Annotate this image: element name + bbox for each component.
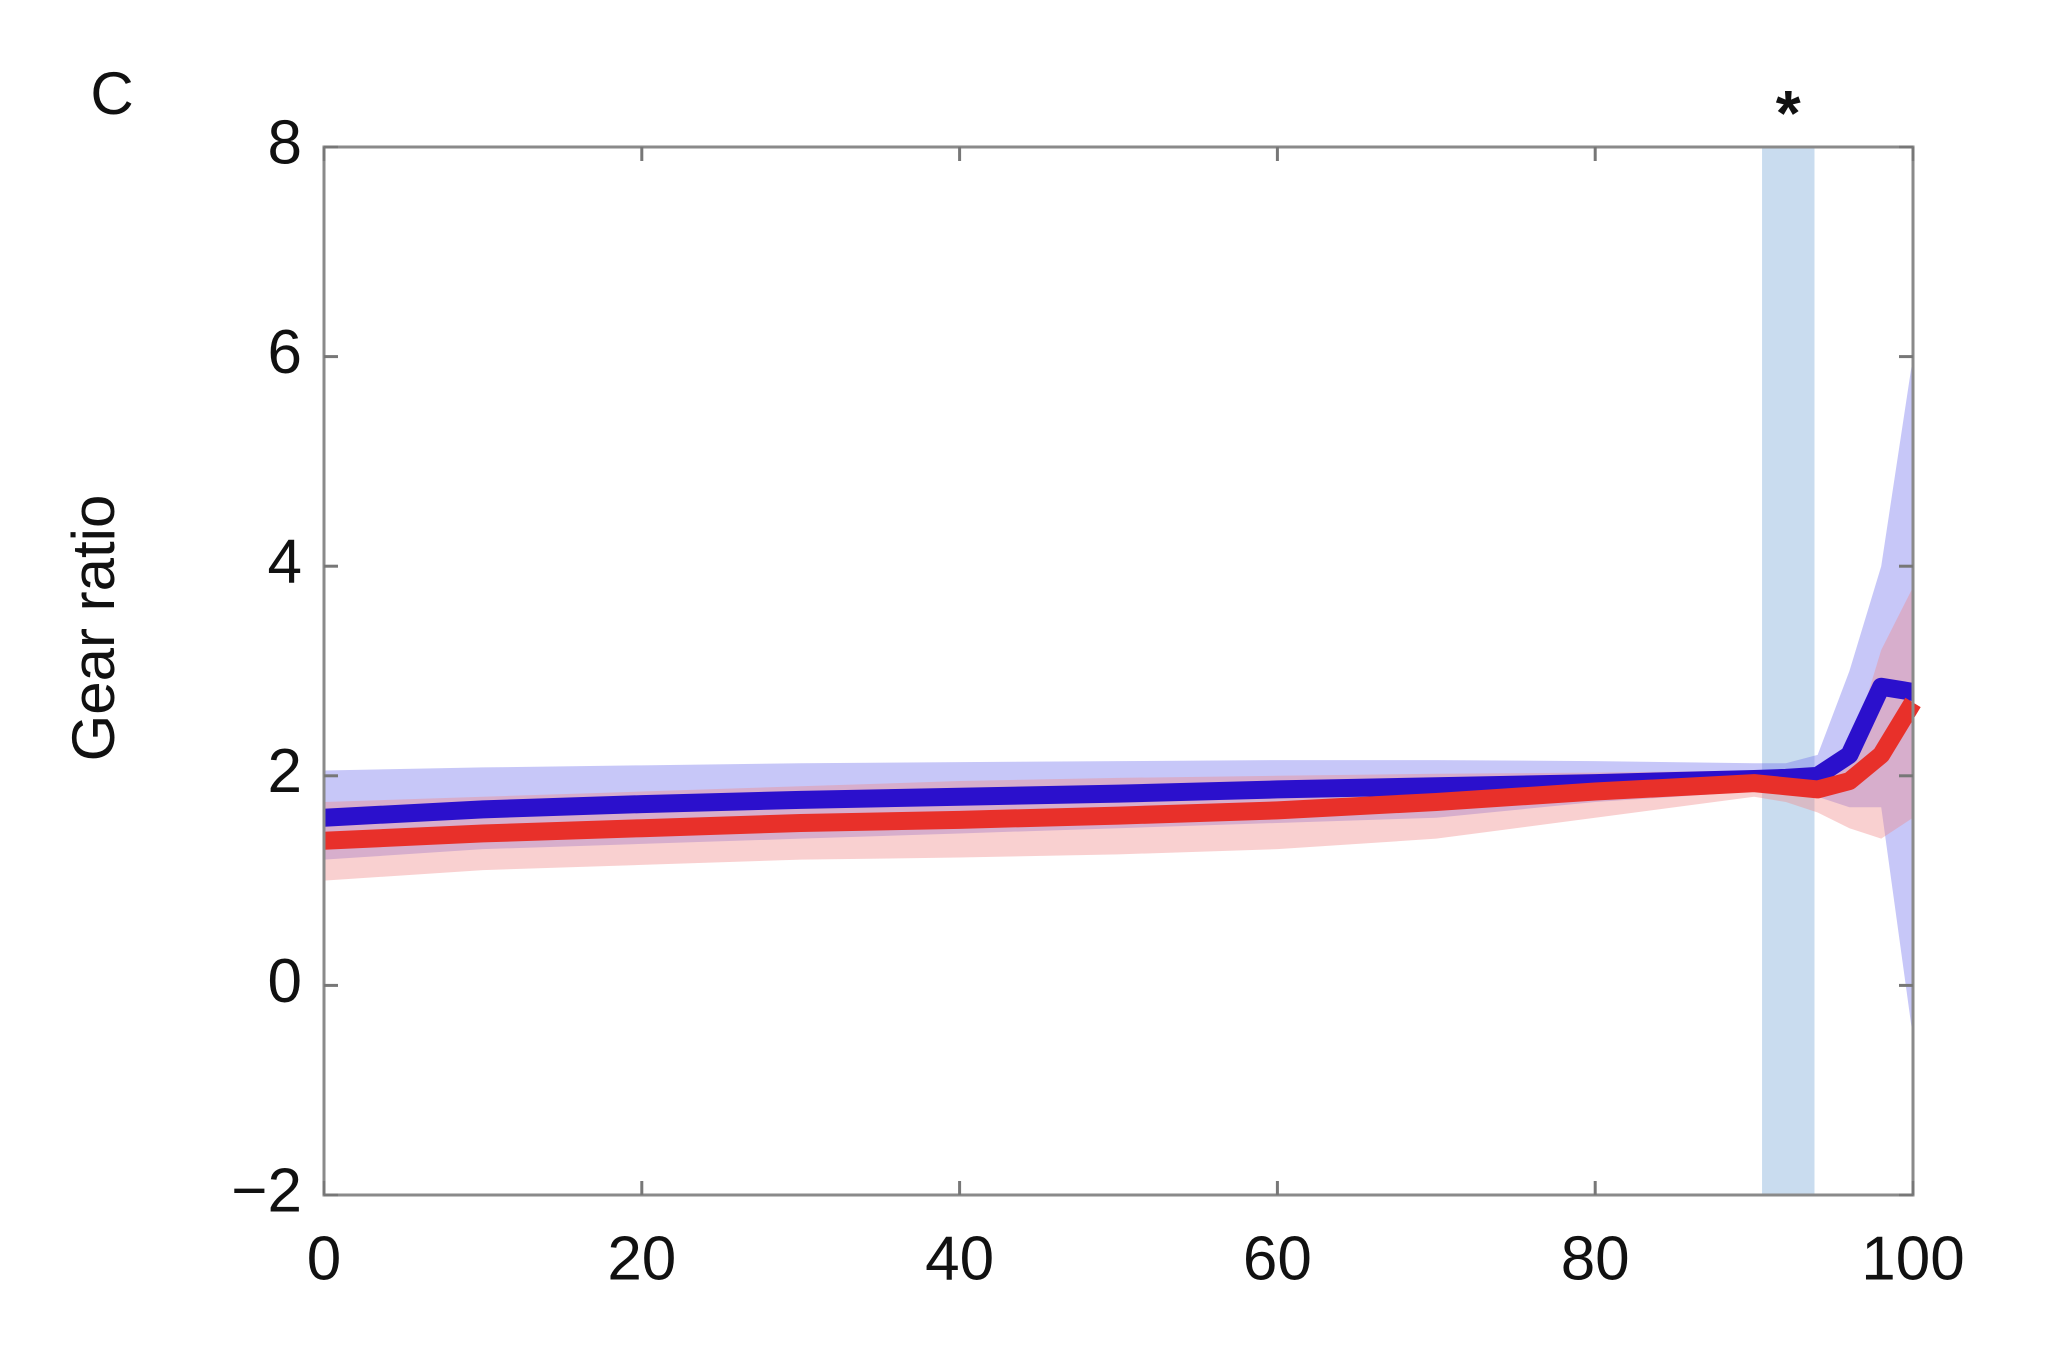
annotation: * [1776, 77, 1801, 149]
y-tick-label: 2 [268, 737, 302, 806]
x-tick-label: 60 [1243, 1224, 1312, 1293]
y-tick-label: 8 [268, 108, 302, 177]
x-tick-label: 80 [1561, 1224, 1630, 1293]
y-axis-label: Gear ratio [60, 495, 127, 762]
x-tick-label: 40 [925, 1224, 994, 1293]
y-tick-label: 4 [268, 528, 302, 597]
highlight-region [1762, 147, 1815, 1195]
x-tick-label: 20 [607, 1224, 676, 1293]
y-tick-label: 6 [268, 318, 302, 387]
x-tick-label: 100 [1861, 1224, 1964, 1293]
confidence-band [324, 356, 1913, 1038]
y-tick-label: 0 [268, 947, 302, 1016]
x-tick-label: 0 [307, 1224, 341, 1293]
panel-label: C [90, 60, 133, 127]
series-line [323, 677, 1915, 827]
y-tick-label: −2 [231, 1156, 302, 1225]
plot-frame [322, 145, 1915, 1197]
series-line [323, 697, 1921, 850]
